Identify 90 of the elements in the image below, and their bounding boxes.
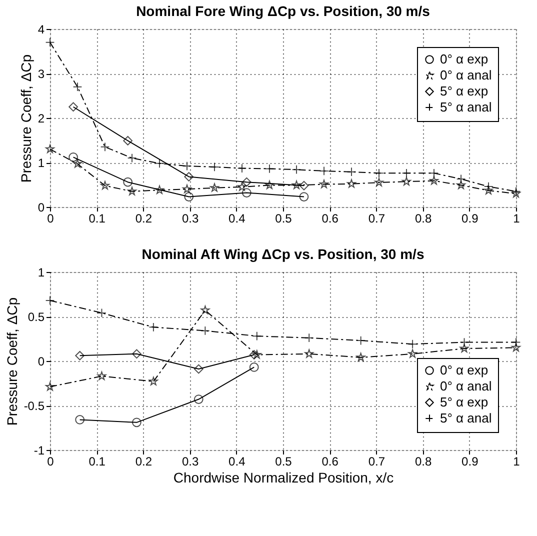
point: [132, 349, 142, 359]
point: [292, 180, 301, 190]
point: [100, 180, 110, 190]
point: [75, 350, 85, 360]
point: [68, 102, 78, 112]
point: [148, 376, 158, 386]
point: [320, 180, 328, 188]
point: [200, 306, 210, 314]
x-tick-label: 0.2: [135, 212, 152, 226]
x-tick-label: 0.3: [182, 212, 199, 226]
x-tick-label: 0.3: [182, 454, 199, 468]
y-axis-title: Pressure Coeff, ΔCp: [18, 54, 34, 183]
point: [73, 159, 82, 168]
x-tick-label: 0.4: [228, 212, 246, 226]
x-tick-label: 0.4: [228, 454, 246, 468]
x-tick-label: 0.8: [414, 454, 432, 468]
point: [252, 350, 262, 359]
y-axis-title: Pressure Coeff, ΔCp: [4, 297, 20, 426]
y-tick-label: -1: [34, 444, 45, 458]
y-tick-label: 0: [38, 354, 45, 368]
x-tick-label: 0.7: [368, 454, 386, 468]
y-tick-label: 1: [38, 266, 45, 280]
point: [402, 176, 411, 186]
point: [123, 177, 133, 187]
x-tick-label: 0.9: [462, 212, 479, 226]
y-tick-label: 3: [38, 67, 45, 81]
point: [512, 342, 520, 352]
point: [68, 152, 78, 162]
x-tick-label: 0.9: [462, 454, 479, 468]
point: [46, 144, 54, 154]
legend-label: 5° α anal: [440, 100, 492, 114]
point: [408, 349, 418, 358]
point: [194, 394, 204, 404]
x-tick-label: 0: [47, 454, 54, 468]
x-tick-label: 0.7: [368, 212, 386, 226]
chart-title: Nominal Aft Wing ΔCp vs. Position, 30 m/s: [142, 246, 424, 262]
y-tick-label: -0.5: [24, 399, 45, 413]
point: [249, 350, 259, 360]
point: [484, 186, 493, 194]
point: [128, 186, 136, 196]
point: [123, 136, 133, 146]
point: [356, 352, 366, 362]
legend-label: 0° α exp: [440, 362, 488, 378]
y-tick-label: 0: [38, 200, 45, 214]
x-tick-label: 0.6: [322, 212, 339, 226]
legend-label: 5° α anal: [440, 410, 492, 426]
legend-label: 0° α anal: [440, 68, 492, 82]
y-tick-label: 4: [38, 22, 45, 36]
x-tick-label: 1: [513, 212, 520, 226]
x-tick-label: 0.5: [275, 454, 292, 468]
point: [184, 172, 194, 182]
point: [242, 188, 252, 198]
point: [194, 364, 204, 374]
point: [46, 382, 54, 391]
point: [299, 180, 309, 190]
point: [242, 177, 252, 187]
point: [184, 192, 194, 202]
chart-title: Nominal Fore Wing ΔCp vs. Position, 30 m/s: [136, 3, 430, 19]
point: [97, 371, 106, 380]
point: [456, 180, 466, 190]
x-tick-label: 0.8: [414, 212, 432, 226]
point: [265, 180, 274, 190]
x-axis-title: Chordwise Normalized Position, x/c: [173, 470, 394, 486]
point: [182, 184, 192, 194]
point: [430, 176, 438, 185]
point: [304, 349, 314, 358]
legend-label: 0° α anal: [440, 378, 492, 394]
point: [238, 182, 246, 191]
point: [460, 344, 469, 352]
x-tick-label: 0.6: [322, 454, 339, 468]
point: [299, 192, 309, 202]
x-tick-label: 0.1: [88, 212, 106, 226]
legend-label: 0° α exp: [440, 52, 488, 66]
y-tick-label: 1: [38, 156, 45, 170]
x-tick-label: 0.1: [88, 454, 106, 468]
point: [75, 415, 85, 424]
y-tick-label: 0.5: [28, 310, 45, 324]
y-tick-label: 2: [38, 112, 45, 126]
legend-label: 5° α exp: [440, 394, 488, 410]
point: [132, 418, 142, 428]
x-tick-label: 0.2: [135, 454, 152, 468]
x-tick-label: 1: [513, 454, 520, 468]
legend-label: 5° α exp: [440, 84, 488, 98]
x-tick-label: 0.5: [275, 212, 292, 226]
point: [374, 178, 384, 186]
point: [155, 185, 164, 194]
x-tick-label: 0: [47, 212, 54, 226]
point: [347, 179, 356, 188]
point: [249, 362, 259, 372]
point: [210, 183, 219, 192]
